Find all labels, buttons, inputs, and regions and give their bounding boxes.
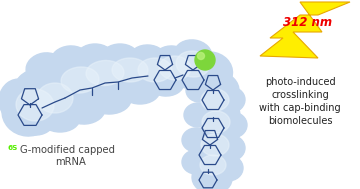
Ellipse shape [30,83,80,128]
Ellipse shape [200,97,240,133]
Ellipse shape [201,134,229,156]
Ellipse shape [215,135,245,161]
Ellipse shape [192,162,232,189]
Ellipse shape [182,150,210,174]
Ellipse shape [198,120,238,156]
Ellipse shape [0,79,37,121]
Text: 6S: 6S [8,145,18,151]
Ellipse shape [166,47,218,89]
Ellipse shape [76,44,114,72]
Ellipse shape [100,55,150,89]
Ellipse shape [159,56,191,80]
Ellipse shape [213,155,243,181]
Text: photo-induced: photo-induced [265,77,335,87]
Ellipse shape [86,60,124,85]
Ellipse shape [2,88,54,136]
Ellipse shape [48,63,102,101]
Text: with cap-binding: with cap-binding [259,103,341,113]
Text: mRNA: mRNA [55,157,86,167]
Ellipse shape [37,83,73,113]
Ellipse shape [215,87,245,113]
Ellipse shape [120,76,160,104]
Ellipse shape [182,128,210,152]
Text: crosslinking: crosslinking [271,90,329,100]
Circle shape [198,53,204,60]
Ellipse shape [125,55,175,89]
Ellipse shape [200,155,226,175]
Ellipse shape [217,112,247,138]
Ellipse shape [65,96,105,124]
Ellipse shape [195,140,235,176]
Ellipse shape [186,78,214,102]
Ellipse shape [14,69,62,111]
Ellipse shape [197,72,239,108]
Circle shape [195,50,215,70]
Ellipse shape [154,46,190,74]
Ellipse shape [148,55,193,89]
Ellipse shape [184,103,212,127]
Ellipse shape [101,44,139,72]
Ellipse shape [174,40,212,70]
Text: G-modified capped: G-modified capped [20,145,115,155]
Ellipse shape [89,86,131,114]
Ellipse shape [201,89,229,111]
Ellipse shape [202,111,230,133]
Ellipse shape [112,58,148,82]
Ellipse shape [16,105,54,135]
Ellipse shape [40,104,80,132]
Text: 312 nm: 312 nm [283,15,333,29]
Polygon shape [260,2,350,58]
Ellipse shape [188,52,233,92]
Ellipse shape [138,58,172,82]
Ellipse shape [130,45,166,71]
Ellipse shape [26,53,64,83]
Ellipse shape [176,51,210,77]
Ellipse shape [51,46,89,74]
Ellipse shape [73,57,127,93]
Ellipse shape [16,89,54,121]
Ellipse shape [146,68,184,96]
Ellipse shape [61,67,99,93]
Text: biomolecules: biomolecules [268,116,332,126]
